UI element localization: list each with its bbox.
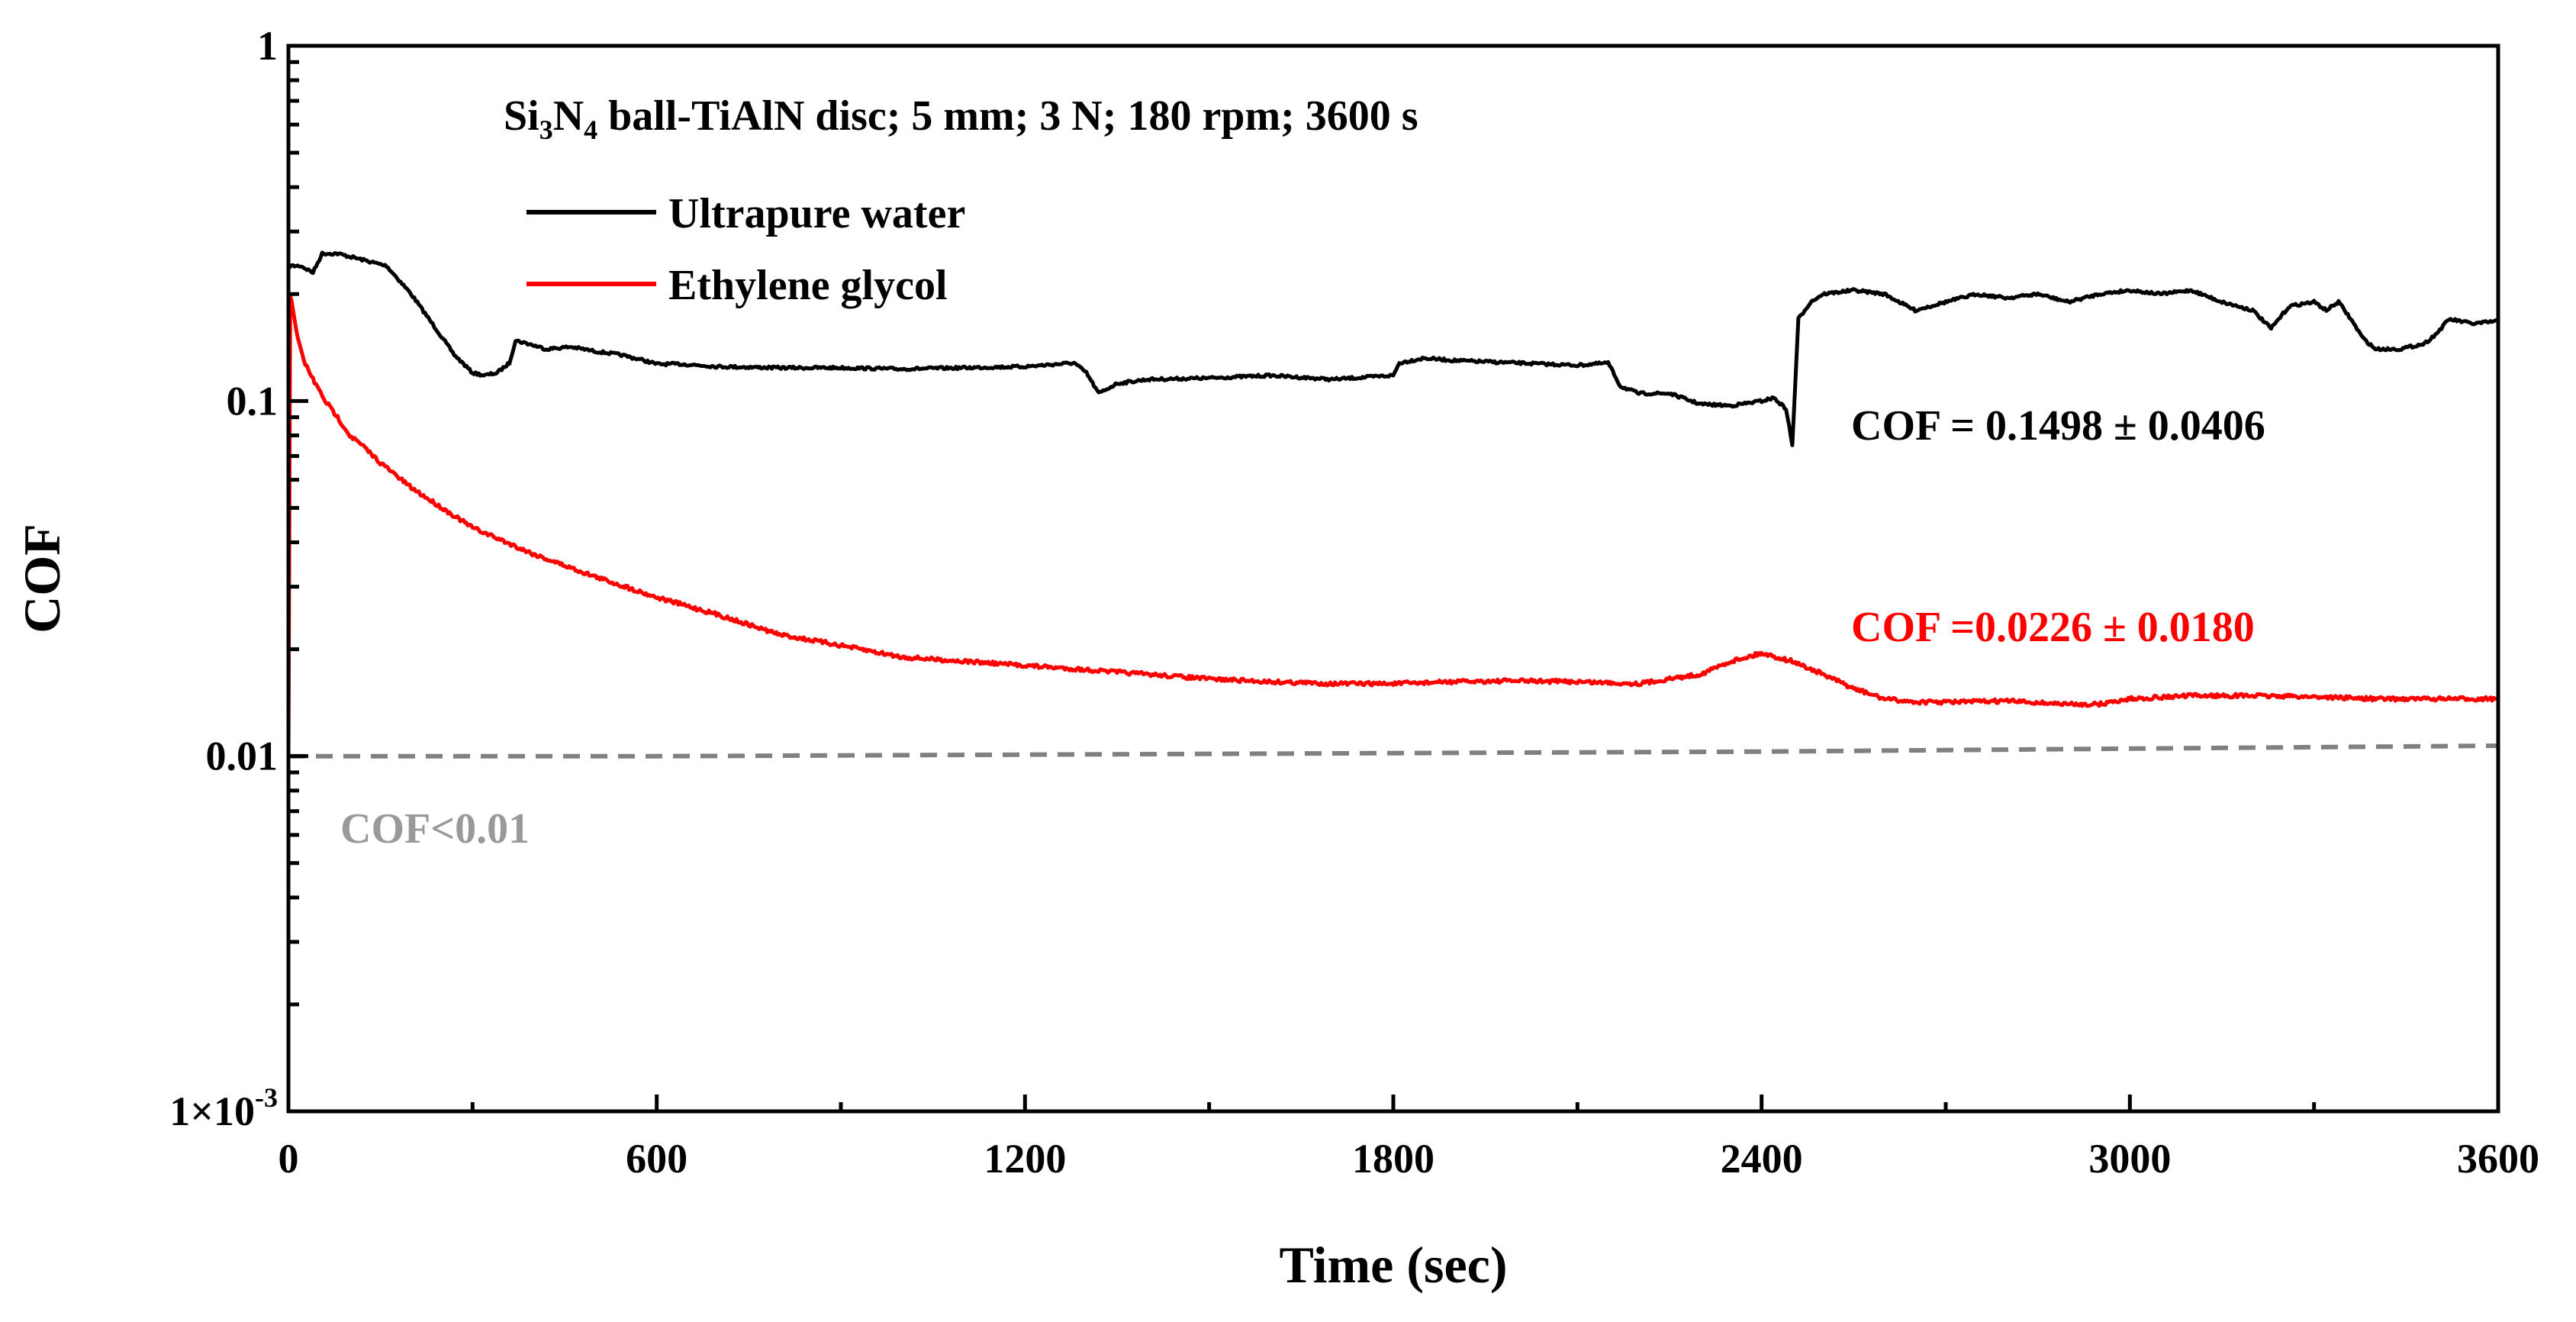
x-tick-label: 0 — [279, 1136, 299, 1182]
condition-sub-3: 3 — [539, 114, 553, 145]
legend-label-ethylene-glycol: Ethylene glycol — [668, 262, 948, 309]
labels-layer: 0 600 1200 1800 2400 3000 3600 1×10-3 0.01 0.1 1 — [169, 23, 2539, 1182]
series-line-ultrapure-water — [286, 250, 2500, 447]
condition-sub-4: 4 — [584, 114, 597, 145]
plot-frame — [286, 44, 2500, 1114]
condition-label: Si3N4 ball-TiAlN disc; 5 mm; 3 N; 180 rp… — [504, 92, 1418, 145]
legend-label-ultrapure-water: Ultrapure water — [668, 190, 965, 237]
y-tick-label: 0.1 — [227, 378, 279, 424]
x-axis-title: Time (sec) — [1280, 1236, 1508, 1294]
y-tick-label: 0.01 — [206, 734, 279, 779]
x-tick-label: 2400 — [1721, 1136, 1803, 1182]
annotation-threshold: COF<0.01 — [340, 805, 530, 853]
condition-n: N — [553, 92, 584, 140]
annotation-glycol-cof: COF =0.0226 ± 0.0180 — [1851, 604, 2255, 651]
series-line-ethylene-glycol — [286, 293, 2499, 756]
series-layer — [286, 250, 2500, 759]
condition-si: Si — [504, 92, 539, 140]
x-tick-label: 3600 — [2457, 1136, 2539, 1182]
x-tick-label: 1200 — [984, 1136, 1066, 1182]
y-axis-title: COF — [13, 524, 71, 634]
ticks-layer — [286, 44, 2500, 1114]
legend: Ultrapure water Ethylene glycol — [526, 190, 965, 309]
condition-rest: ball-TiAlN disc; 5 mm; 3 N; 180 rpm; 360… — [597, 92, 1418, 140]
y-tick-label: 1×10-3 — [169, 1082, 278, 1134]
x-tick-label: 600 — [626, 1136, 687, 1182]
x-tick-label: 3000 — [2088, 1136, 2171, 1182]
annotation-water-cof: COF = 0.1498 ± 0.0406 — [1851, 402, 2265, 450]
x-tick-label: 1800 — [1352, 1136, 1435, 1182]
y-tick-label: 1 — [257, 23, 278, 69]
series-line-reference — [288, 743, 2499, 759]
